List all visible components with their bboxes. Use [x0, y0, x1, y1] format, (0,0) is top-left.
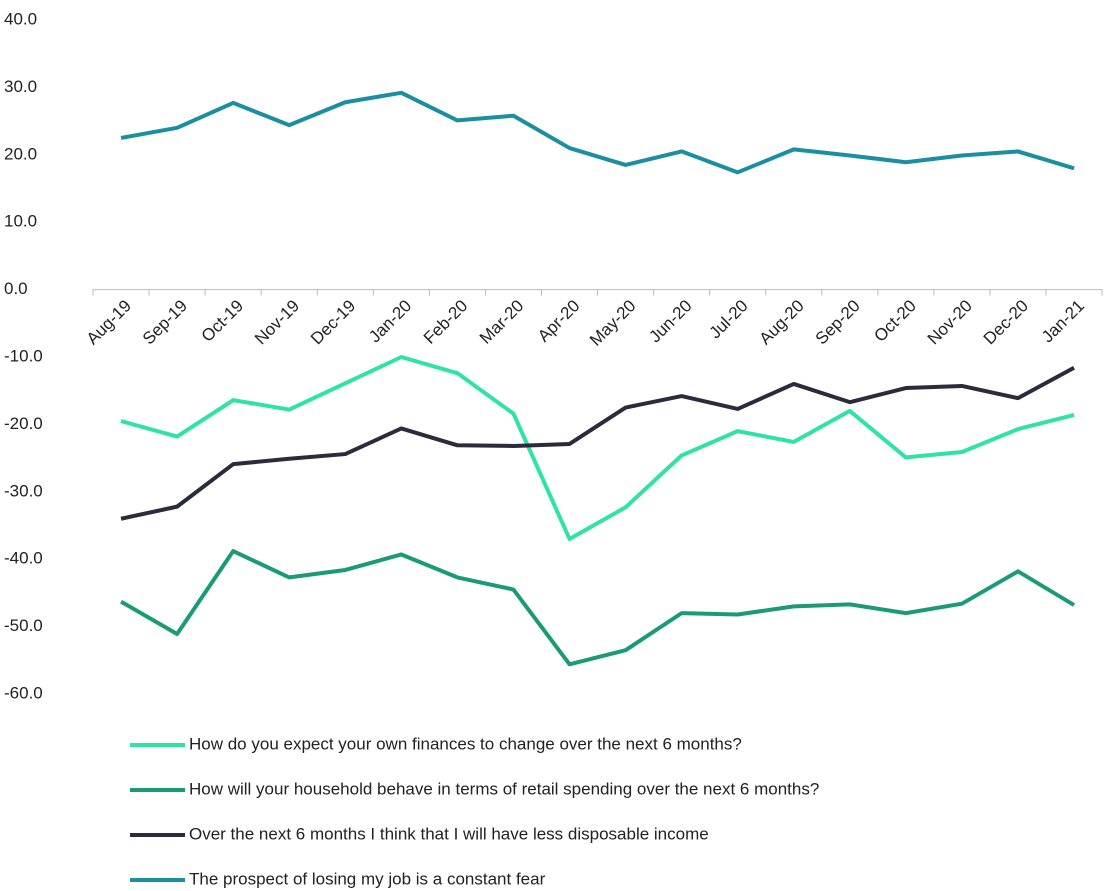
y-tick-label: -60.0 — [4, 683, 43, 702]
y-tick-label: -10.0 — [4, 346, 43, 365]
x-tick-label: Jun-20 — [645, 296, 695, 346]
y-tick-label: 20.0 — [4, 144, 37, 163]
y-tick-label: -30.0 — [4, 481, 43, 500]
x-tick-label: Jan-20 — [365, 296, 415, 346]
x-tick-label: Jan-21 — [1038, 296, 1088, 346]
x-tick-label: May-20 — [586, 296, 640, 350]
x-tick-label: Jul-20 — [706, 296, 752, 342]
x-tick-label: Apr-20 — [534, 296, 584, 346]
x-tick-label: Oct-19 — [198, 296, 248, 346]
legend-label: The prospect of losing my job is a const… — [189, 869, 546, 888]
series-line — [120, 355, 1075, 541]
series-line — [120, 366, 1076, 521]
y-tick-label: 40.0 — [4, 9, 37, 28]
y-tick-label: 10.0 — [4, 212, 37, 231]
x-tick-label: Aug-20 — [756, 296, 808, 348]
x-tick-label: Sep-19 — [139, 296, 191, 348]
x-tick-label: Dec-20 — [980, 296, 1032, 348]
legend-label: How will your household behave in terms … — [189, 779, 819, 798]
series-line — [120, 549, 1076, 667]
x-tick-label: Dec-19 — [307, 296, 359, 348]
y-tick-label: -20.0 — [4, 414, 43, 433]
x-tick-label: Oct-20 — [870, 296, 920, 346]
y-tick-label: -50.0 — [4, 616, 43, 635]
x-tick-label: Nov-19 — [251, 296, 303, 348]
x-tick-label: Nov-20 — [924, 296, 976, 348]
y-tick-label: 0.0 — [4, 279, 28, 298]
x-tick-label: Sep-20 — [812, 296, 864, 348]
x-tick-label: Aug-19 — [83, 296, 135, 348]
x-tick-label: Feb-20 — [420, 296, 472, 348]
y-tick-label: 30.0 — [4, 77, 37, 96]
legend-label: How do you expect your own finances to c… — [189, 734, 742, 753]
legend-label: Over the next 6 months I think that I wi… — [189, 824, 709, 843]
x-tick-label: Mar-20 — [476, 296, 528, 348]
series-line — [120, 90, 1075, 175]
y-tick-label: -40.0 — [4, 549, 43, 568]
